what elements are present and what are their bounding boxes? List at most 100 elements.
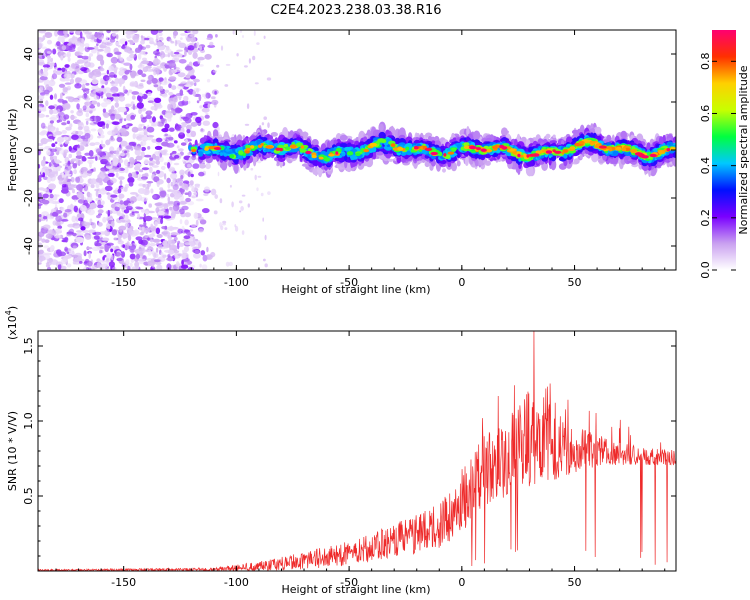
- noise-speckle: [83, 250, 87, 257]
- noise-speckle: [77, 55, 83, 59]
- noise-speckle: [215, 34, 218, 38]
- noise-speckle: [115, 42, 120, 46]
- noise-speckle: [111, 110, 120, 114]
- noise-speckle: [75, 131, 79, 135]
- noise-speckle: [70, 63, 77, 69]
- noise-speckle: [77, 45, 85, 53]
- noise-speckle: [123, 209, 130, 214]
- noise-speckle: [163, 203, 169, 210]
- noise-speckle: [109, 90, 117, 93]
- noise-speckle: [171, 226, 179, 230]
- noise-speckle: [168, 83, 172, 89]
- noise-speckle: [191, 185, 195, 192]
- noise-speckle: [129, 212, 136, 217]
- noise-speckle: [146, 181, 154, 184]
- noise-speckle: [267, 122, 270, 129]
- noise-speckle: [67, 43, 71, 46]
- noise-speckle: [199, 105, 203, 109]
- noise-speckle: [186, 124, 192, 131]
- noise-speckle: [47, 216, 54, 220]
- noise-speckle: [130, 114, 136, 120]
- noise-speckle: [164, 48, 172, 54]
- noise-speckle: [64, 236, 69, 243]
- noise-speckle: [83, 89, 86, 93]
- noise-speckle: [97, 209, 104, 214]
- noise-speckle: [107, 209, 111, 217]
- noise-speckle: [46, 39, 53, 45]
- noise-speckle: [129, 40, 134, 45]
- noise-speckle: [168, 166, 176, 173]
- noise-speckle: [198, 94, 202, 102]
- noise-speckle: [212, 70, 218, 73]
- noise-speckle: [132, 103, 136, 111]
- noise-speckle: [174, 154, 180, 159]
- noise-speckle: [204, 53, 212, 60]
- noise-speckle: [100, 263, 109, 269]
- noise-speckle: [155, 104, 163, 109]
- noise-speckle: [159, 51, 165, 58]
- noise-speckle: [125, 205, 133, 211]
- noise-speckle: [96, 54, 104, 62]
- noise-speckle: [66, 120, 71, 125]
- noise-speckle: [93, 231, 102, 236]
- noise-speckle: [58, 139, 63, 143]
- noise-speckle: [38, 106, 44, 112]
- noise-speckle: [99, 260, 107, 263]
- noise-speckle: [110, 105, 115, 112]
- noise-speckle: [56, 41, 61, 47]
- noise-speckle: [168, 91, 174, 96]
- noise-speckle: [141, 73, 147, 78]
- noise-speckle: [154, 221, 158, 227]
- noise-speckle: [41, 238, 46, 243]
- noise-speckle: [145, 51, 148, 55]
- noise-speckle: [97, 48, 104, 52]
- noise-speckle: [45, 100, 49, 107]
- noise-speckle: [154, 259, 161, 263]
- noise-speckle: [186, 231, 191, 235]
- noise-speckle: [154, 261, 162, 265]
- noise-speckle: [57, 35, 62, 42]
- noise-speckle: [60, 92, 63, 100]
- noise-speckle: [150, 239, 153, 243]
- noise-speckle: [138, 93, 144, 97]
- noise-speckle: [247, 203, 250, 208]
- noise-speckle: [175, 108, 183, 113]
- noise-speckle: [88, 56, 92, 62]
- noise-speckle: [190, 36, 196, 43]
- noise-speckle: [87, 47, 95, 50]
- noise-speckle: [58, 251, 66, 257]
- noise-speckle: [252, 55, 256, 61]
- noise-speckle: [194, 249, 200, 254]
- noise-speckle: [66, 231, 74, 235]
- noise-speckle: [121, 45, 126, 49]
- noise-speckle: [213, 210, 218, 215]
- noise-speckle: [90, 178, 97, 185]
- noise-speckle: [77, 121, 84, 126]
- noise-speckle: [47, 57, 51, 64]
- noise-speckle: [141, 146, 146, 152]
- noise-speckle: [104, 185, 113, 192]
- noise-speckle: [46, 55, 51, 59]
- noise-speckle: [173, 162, 180, 166]
- noise-speckle: [121, 131, 126, 137]
- noise-speckle: [101, 237, 110, 242]
- noise-speckle: [95, 88, 103, 93]
- noise-speckle: [260, 192, 264, 197]
- noise-speckle: [86, 170, 93, 174]
- noise-speckle: [178, 101, 185, 107]
- noise-speckle: [88, 150, 94, 157]
- noise-speckle: [145, 44, 151, 49]
- noise-speckle: [69, 30, 75, 33]
- noise-speckle: [84, 258, 90, 263]
- noise-speckle: [81, 83, 86, 90]
- noise-speckle: [191, 195, 197, 199]
- noise-speckle: [114, 51, 122, 55]
- band-cell: [379, 123, 384, 132]
- noise-speckle: [148, 37, 154, 43]
- noise-speckle: [113, 237, 117, 241]
- noise-speckle: [199, 128, 205, 133]
- noise-speckle: [76, 151, 82, 156]
- noise-speckle: [106, 69, 110, 75]
